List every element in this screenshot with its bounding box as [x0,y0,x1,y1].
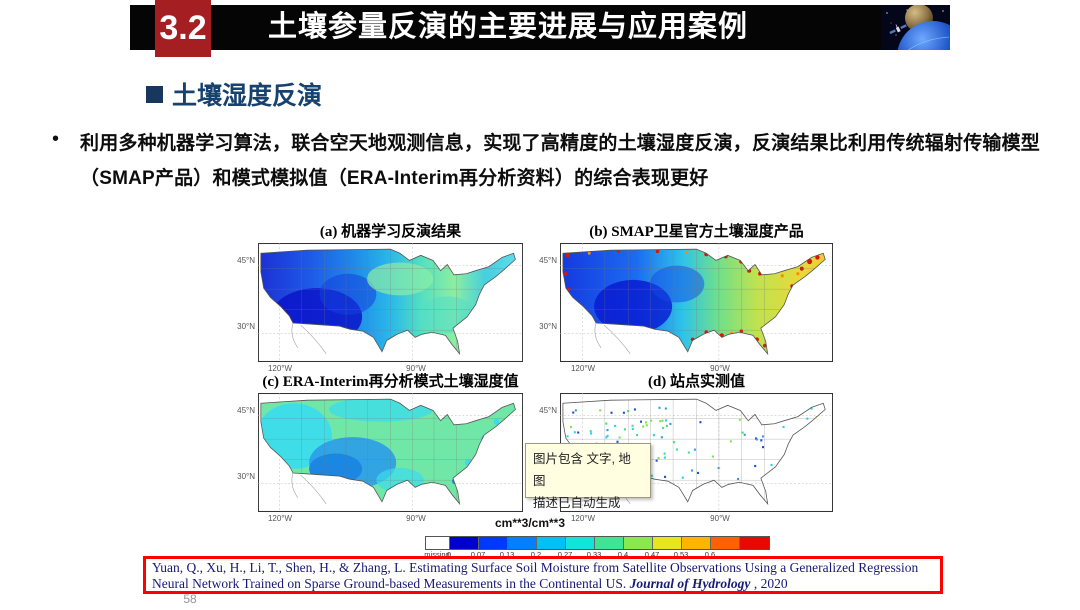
citation-text: Yuan, Q., Xu, H., Li, T., Shen, H., & Zh… [152,560,919,591]
colorbar-cell [624,537,653,549]
colorbar-tick-label: 0.27 [557,550,573,559]
colorbar-tick-label: 0 [446,550,452,559]
alt-text-tooltip: 图片包含 文字, 地图 描述已自动生成 [525,443,651,510]
lat-tick-30n: 30°N [237,472,255,481]
heading-bullet-square [146,86,163,103]
page-number: 58 [183,592,197,606]
panel-b-title: (b) SMAP卫星官方土壤湿度产品 [589,224,804,240]
tooltip-line2: 描述已自动生成 [533,496,621,510]
citation-journal: Journal of Hydrology [629,576,751,591]
colorbar-cell [653,537,682,549]
map-c-era-interim [258,393,523,512]
colorbar-cell [450,537,479,549]
colorbar-cell [682,537,711,549]
lon-tick-120w: 120°W [570,364,596,373]
colorbar-tick-label: 0.33 [586,550,602,559]
colorbar-cell [566,537,595,549]
citation-box: Yuan, Q., Xu, H., Li, T., Shen, H., & Zh… [143,556,943,594]
satellite-icon [889,24,907,35]
panel-c-title: (c) ERA-Interim再分析模式土壤湿度值 [262,374,519,390]
lon-tick-90w: 90°W [710,514,730,523]
lon-tick-90w: 90°W [406,364,426,373]
colorbar-title: cm**3/cm**3 [494,516,566,530]
colorbar-tick-label: 0.2 [530,550,542,559]
colorbar-tick-label: 0.4 [617,550,629,559]
lat-tick-45n: 45°N [539,406,557,415]
colorbar-tick-label: 0.13 [499,550,515,559]
lon-tick-90w: 90°W [710,364,730,373]
map-b-smap-product [560,243,833,362]
lat-tick-30n: 30°N [539,322,557,331]
bullet-marker: • [52,128,60,150]
lon-tick-120w: 120°W [570,514,596,523]
colorbar-cells [425,536,770,550]
lon-tick-90w: 90°W [406,514,426,523]
tooltip-line1: 图片包含 文字, 地图 [533,452,631,488]
colorbar-cell [711,537,740,549]
lat-tick-45n: 45°N [237,406,255,415]
panel-a-title: (a) 机器学习反演结果 [319,224,462,240]
colorbar-cell [740,537,769,549]
colorbar-cell [508,537,537,549]
map-panel-a: (a) 机器学习反演结果 [237,224,523,373]
bullet-text: 利用多种机器学习算法，联合空天地观测信息，实现了高精度的土壤湿度反演，反演结果比… [80,133,1041,189]
colorbar-tick-label: 0.07 [470,550,486,559]
map-panel-b: (b) SMAP卫星官方土壤湿度产品 [539,224,833,373]
citation-year: , 2020 [750,576,788,591]
lon-tick-120w: 120°W [267,514,293,523]
colorbar-tick-label: 0.6 [704,550,716,559]
map-panel-c: (c) ERA-Interim再分析模式土壤湿度值 [237,374,523,523]
colorbar-tick-label: 0.47 [644,550,660,559]
header-bar [130,5,950,50]
section-number: 3.2 [155,0,211,57]
colorbar-ticks: missing 0 0.07 0.13 0.2 0.27 0.33 0.4 0.47 0.53 0.… [424,550,770,560]
colorbar-cell [537,537,566,549]
colorbar-tick-label: 0.53 [673,550,689,559]
lat-tick-45n: 45°N [237,256,255,265]
panel-d-title: (d) 站点实测值 [647,374,746,390]
earth-satellite-image [881,5,950,50]
colorbar-cell [595,537,624,549]
lat-tick-45n: 45°N [539,256,557,265]
map-a-machine-learning [258,243,523,362]
lat-tick-30n: 30°N [237,322,255,331]
section-heading: 土壤湿度反演 [172,82,323,110]
colorbar-tick-label: missing [424,550,450,559]
colorbar-cell [479,537,508,549]
slide-title: 土壤参量反演的主要进展与应用案例 [268,11,749,43]
lon-tick-120w: 120°W [267,364,293,373]
colorbar-cell [426,537,450,549]
